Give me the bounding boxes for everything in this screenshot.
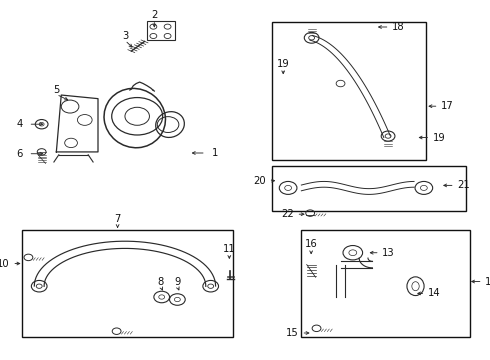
- Text: 8: 8: [158, 276, 164, 287]
- Bar: [272, 166, 466, 211]
- Text: 19: 19: [433, 132, 445, 143]
- Text: 14: 14: [428, 288, 441, 298]
- Text: 18: 18: [392, 22, 405, 32]
- Text: 9: 9: [174, 276, 181, 287]
- Text: 4: 4: [17, 119, 23, 129]
- Bar: [22, 230, 233, 337]
- Text: 12: 12: [485, 276, 490, 287]
- Text: 2: 2: [151, 10, 158, 20]
- Text: 21: 21: [457, 180, 470, 190]
- Text: 17: 17: [441, 101, 454, 111]
- Text: 10: 10: [0, 258, 10, 269]
- Text: 13: 13: [382, 248, 395, 258]
- Text: 3: 3: [122, 31, 128, 41]
- Text: 22: 22: [281, 209, 294, 219]
- Bar: [272, 22, 426, 160]
- Text: 15: 15: [286, 328, 299, 338]
- Text: 6: 6: [16, 149, 23, 159]
- Text: 1: 1: [211, 148, 218, 158]
- Text: 16: 16: [305, 239, 318, 249]
- Text: 20: 20: [253, 176, 266, 186]
- Text: 11: 11: [223, 244, 236, 254]
- Text: 19: 19: [277, 59, 290, 69]
- Text: 7: 7: [114, 214, 121, 224]
- Text: 5: 5: [53, 85, 60, 95]
- Bar: [301, 230, 470, 337]
